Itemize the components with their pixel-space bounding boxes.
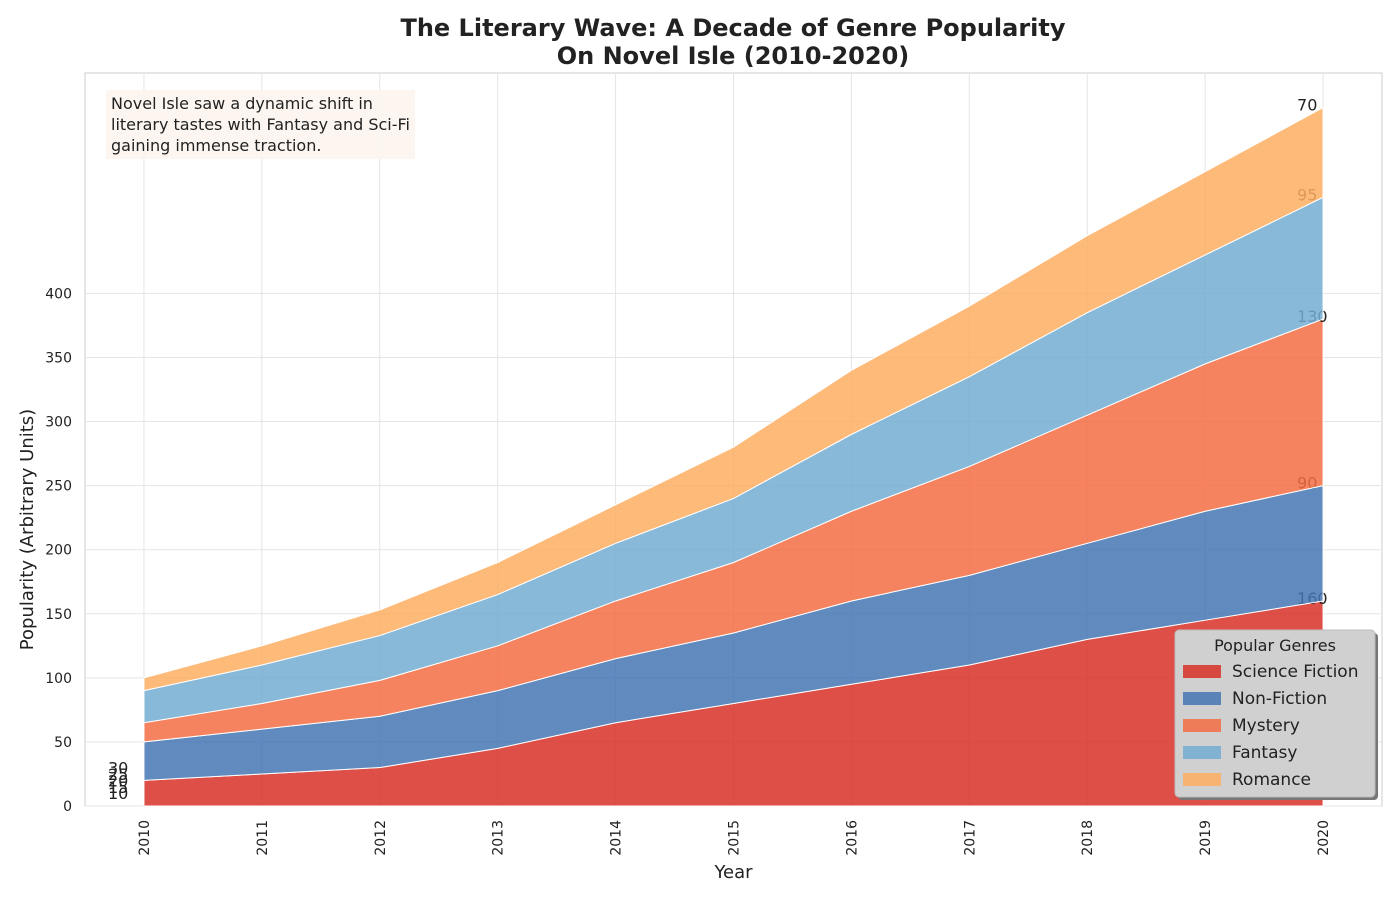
legend-swatch [1183, 773, 1221, 786]
legend-swatch [1183, 719, 1221, 732]
x-axis-label: Year [713, 862, 753, 883]
x-tick-label: 2014 [609, 820, 625, 856]
data-label: 70 [1297, 96, 1317, 115]
legend-swatch [1183, 746, 1221, 759]
legend-title: Popular Genres [1214, 636, 1336, 655]
y-tick-label: 200 [45, 543, 72, 559]
legend [1174, 629, 1376, 798]
x-tick-label: 2012 [373, 820, 389, 856]
y-tick-label: 100 [45, 671, 72, 687]
data-label: 15 [108, 778, 128, 797]
legend-label: Non-Fiction [1232, 689, 1327, 709]
legend-label: Science Fiction [1232, 662, 1358, 682]
x-tick-label: 2016 [844, 820, 860, 856]
x-tick-label: 2018 [1080, 820, 1096, 856]
legend-label: Mystery [1232, 716, 1300, 736]
chart-title: The Literary Wave: A Decade of Genre Pop… [400, 14, 1066, 70]
y-tick-label: 250 [45, 479, 72, 495]
data-label: 25 [108, 765, 128, 784]
y-tick-label: 400 [45, 286, 72, 302]
area [143, 106, 1324, 692]
legend-label: Fantasy [1232, 743, 1297, 763]
annotation: Novel Isle saw a dynamic shift in litera… [106, 90, 415, 159]
x-tick-label: 2020 [1316, 820, 1332, 856]
y-axis-label: Popularity (Arbitrary Units) [17, 409, 38, 650]
legend-label: Romance [1232, 770, 1311, 790]
y-tick-label: 150 [45, 607, 72, 623]
x-tick-label: 2013 [491, 820, 507, 856]
legend-swatch [1183, 665, 1221, 678]
y-tick-label: 300 [45, 415, 72, 431]
x-tick-label: 2017 [962, 820, 978, 856]
x-tick-label: 2019 [1198, 820, 1214, 856]
x-tick-label: 2015 [727, 820, 743, 856]
data-label: 30 [108, 759, 128, 778]
x-tick-label: 2011 [255, 820, 271, 856]
y-tick-label: 50 [54, 735, 72, 751]
data-label: 10 [108, 784, 128, 803]
legend-swatch [1183, 692, 1221, 705]
y-tick-label: 0 [63, 799, 72, 815]
data-label: 20 [108, 771, 128, 790]
y-tick-label: 350 [45, 350, 72, 366]
x-tick-label: 2010 [137, 820, 153, 856]
